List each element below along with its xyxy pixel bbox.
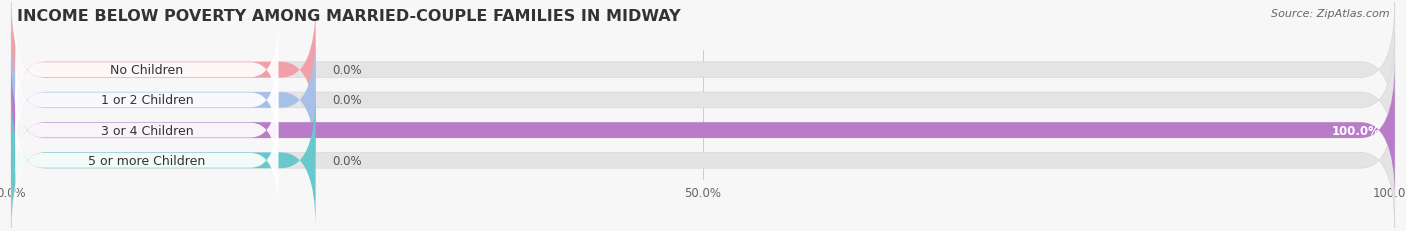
Text: INCOME BELOW POVERTY AMONG MARRIED-COUPLE FAMILIES IN MIDWAY: INCOME BELOW POVERTY AMONG MARRIED-COUPL… — [17, 9, 681, 24]
FancyBboxPatch shape — [11, 93, 1395, 228]
Text: 0.0%: 0.0% — [332, 154, 361, 167]
FancyBboxPatch shape — [11, 63, 1395, 198]
Text: 3 or 4 Children: 3 or 4 Children — [100, 124, 193, 137]
FancyBboxPatch shape — [11, 3, 315, 138]
Text: 100.0%: 100.0% — [1331, 124, 1381, 137]
FancyBboxPatch shape — [11, 63, 1395, 198]
Text: 0.0%: 0.0% — [332, 64, 361, 77]
Text: Source: ZipAtlas.com: Source: ZipAtlas.com — [1271, 9, 1389, 19]
FancyBboxPatch shape — [11, 3, 1395, 138]
FancyBboxPatch shape — [15, 48, 278, 153]
Text: 0.0%: 0.0% — [332, 94, 361, 107]
Text: No Children: No Children — [110, 64, 183, 77]
Text: 5 or more Children: 5 or more Children — [89, 154, 205, 167]
FancyBboxPatch shape — [15, 18, 278, 123]
FancyBboxPatch shape — [15, 78, 278, 183]
FancyBboxPatch shape — [11, 33, 315, 168]
FancyBboxPatch shape — [11, 33, 1395, 168]
Text: 1 or 2 Children: 1 or 2 Children — [100, 94, 193, 107]
FancyBboxPatch shape — [15, 108, 278, 213]
FancyBboxPatch shape — [11, 93, 315, 228]
